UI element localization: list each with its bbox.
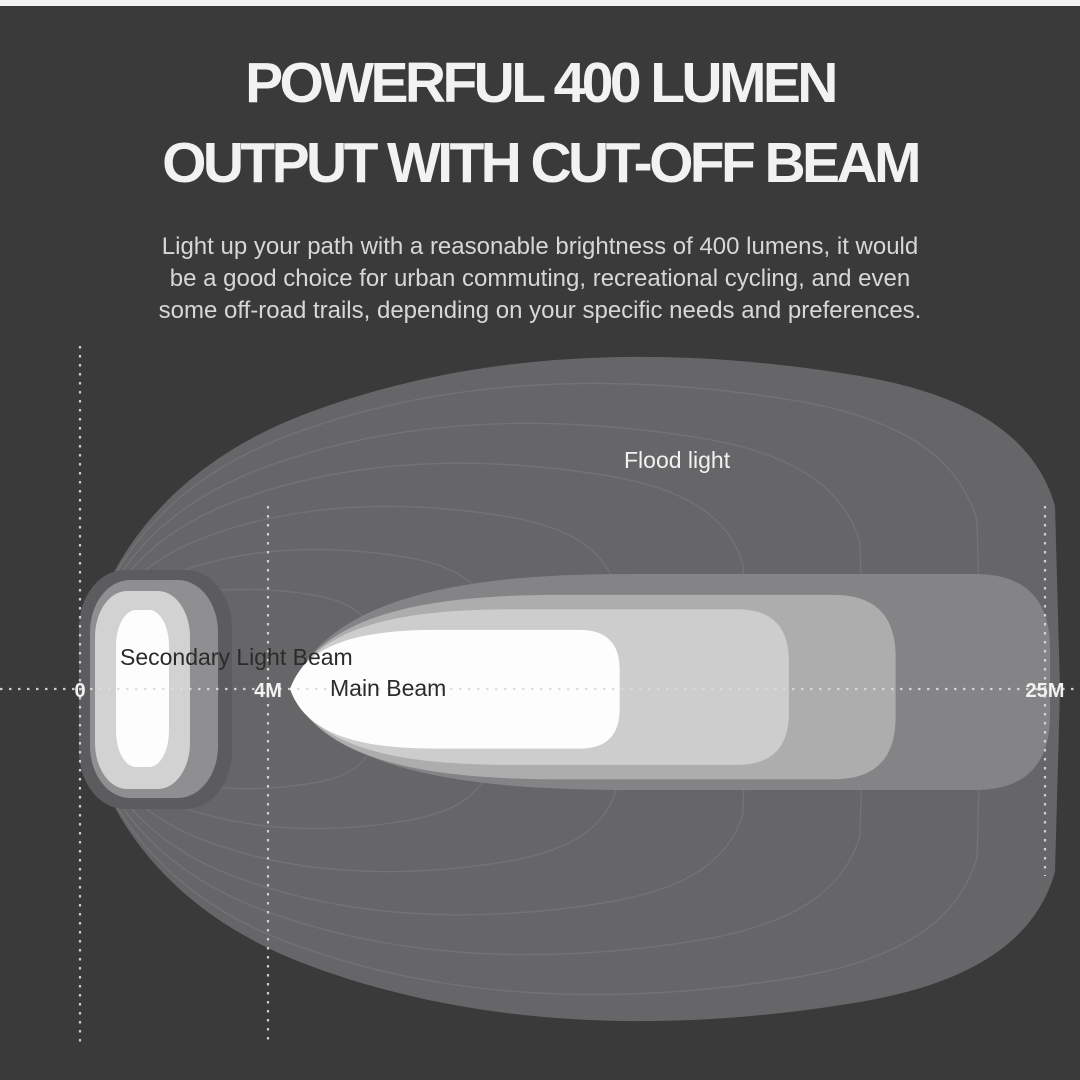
svg-text:Secondary Light Beam: Secondary Light Beam — [120, 644, 353, 670]
svg-text:25M: 25M — [1026, 680, 1065, 702]
svg-text:Main Beam: Main Beam — [330, 675, 446, 701]
svg-text:0: 0 — [74, 680, 85, 702]
svg-text:Flood light: Flood light — [624, 447, 731, 473]
svg-text:4M: 4M — [254, 680, 282, 702]
